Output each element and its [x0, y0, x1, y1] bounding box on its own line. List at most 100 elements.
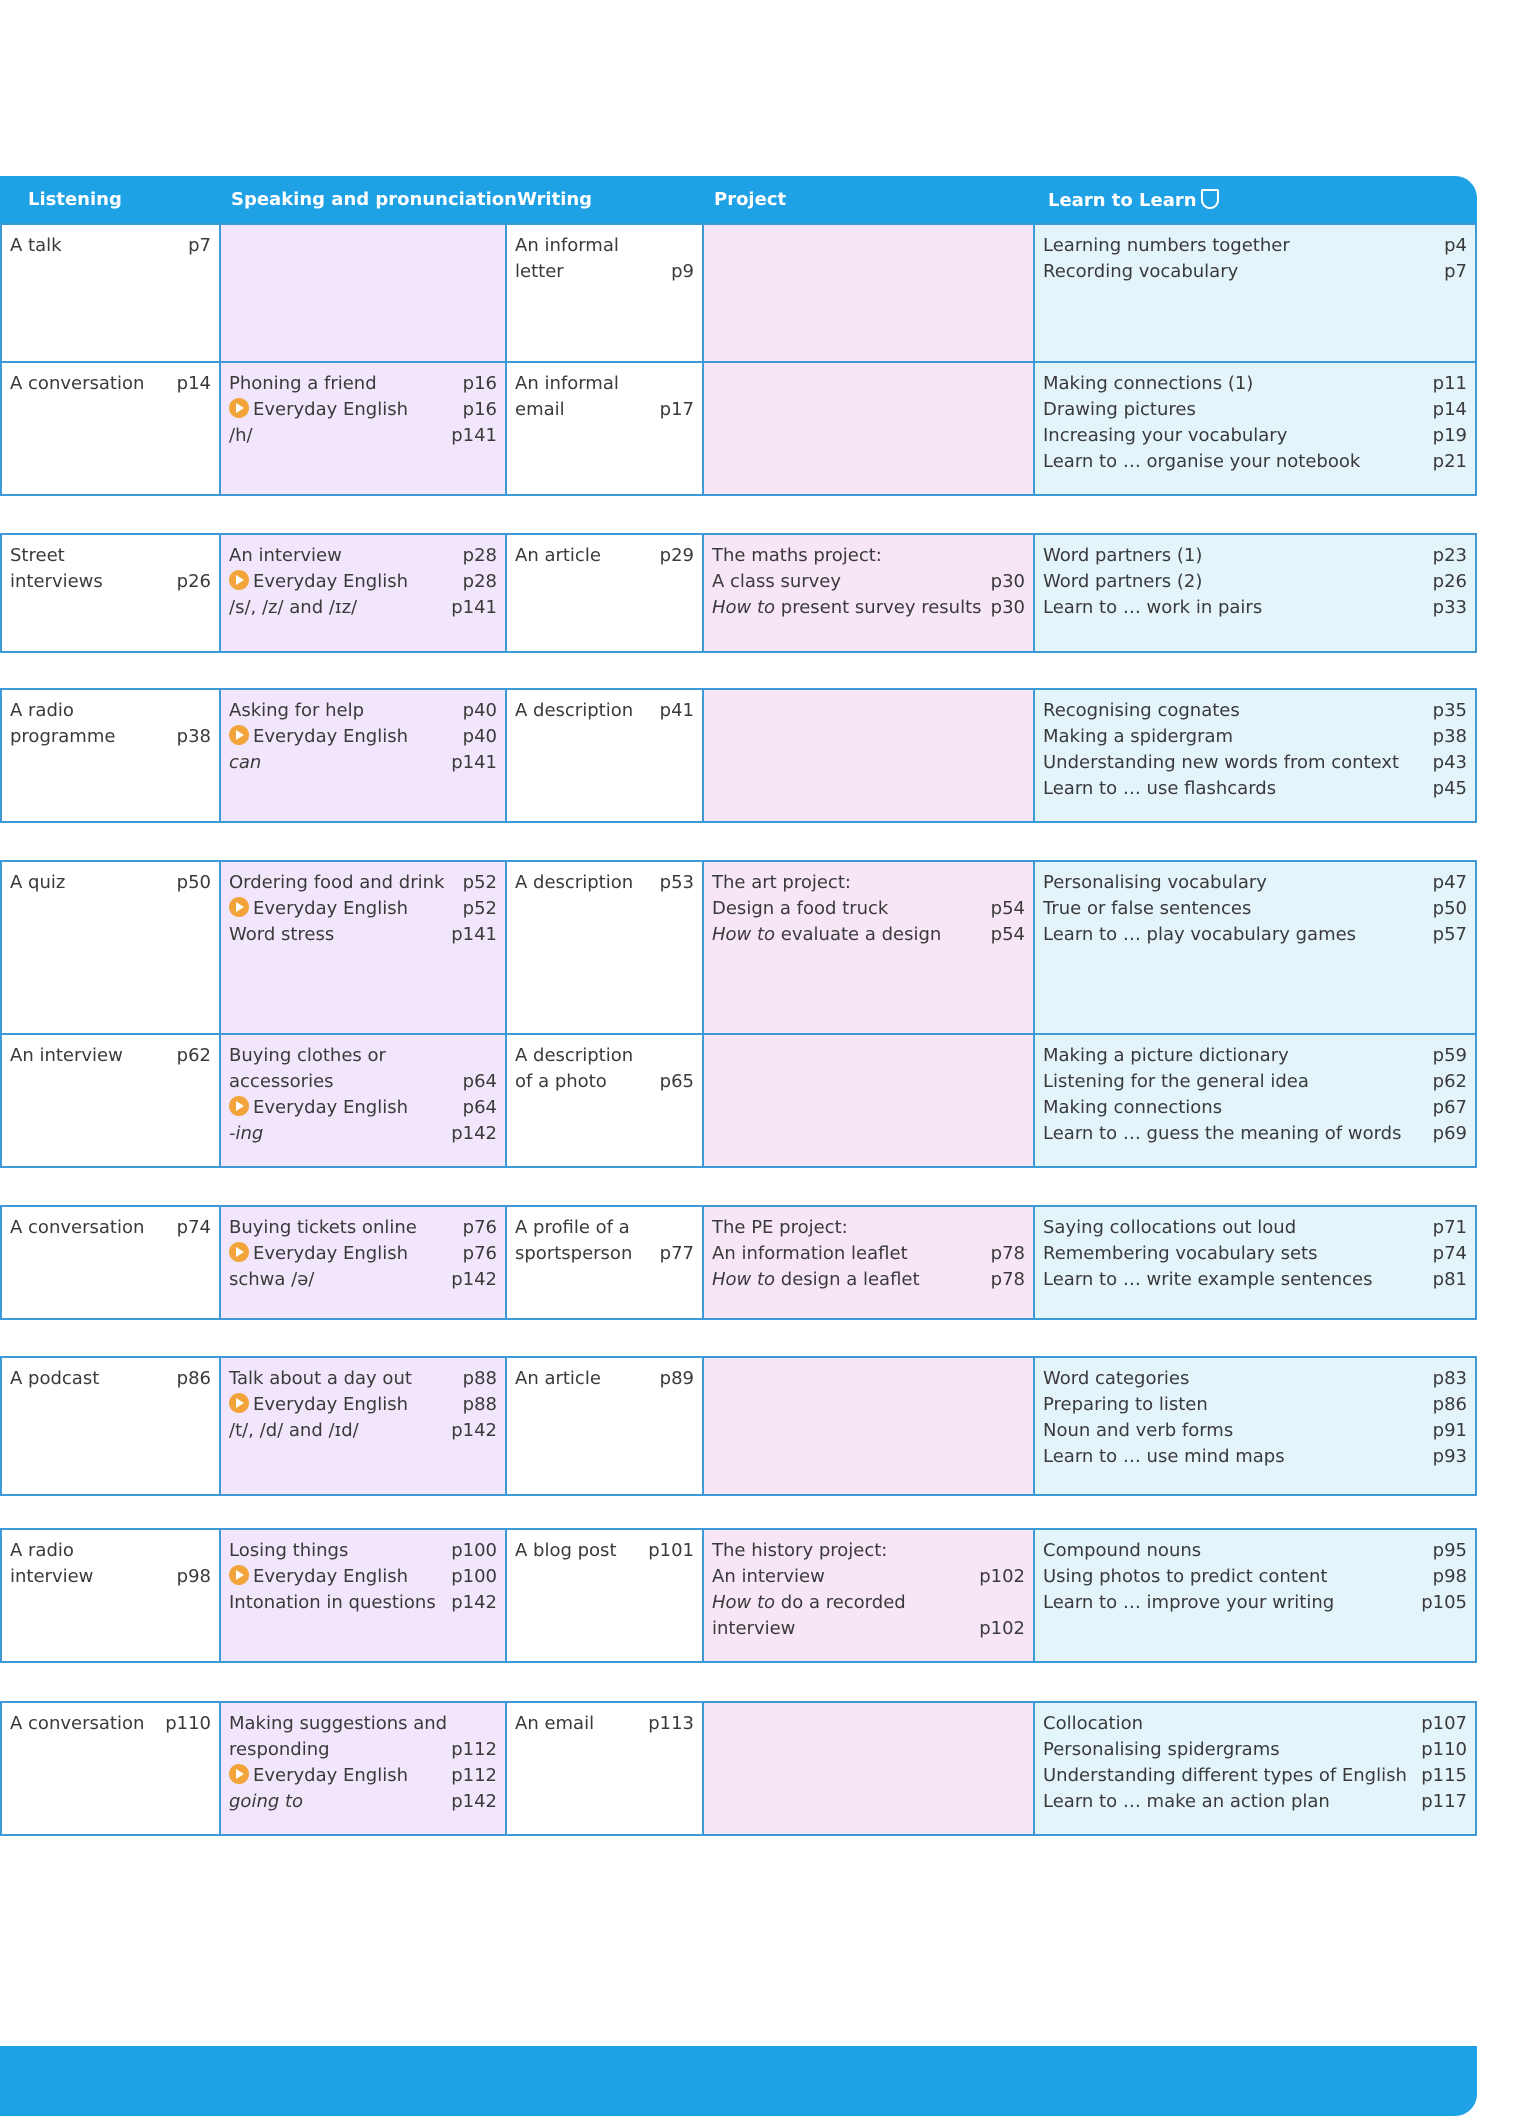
- table-row: A radio interview p98 Losing things p100 Ever…: [0, 1528, 1477, 1663]
- entry-line: Understanding different types of English…: [1043, 1763, 1467, 1789]
- listening-cell: A podcast p86: [0, 1358, 221, 1494]
- entry-line: letter p9: [515, 259, 694, 285]
- entry-line: -ing p142: [229, 1121, 497, 1147]
- entry-line: /s/, /z/ and /ɪz/p141: [229, 595, 497, 621]
- learn-cell: Personalising vocabulary p47 True or false…: [1035, 862, 1477, 1033]
- entry-line: Making a spidergram p38: [1043, 724, 1467, 750]
- project-cell: The history project: An interview p102 How …: [704, 1530, 1035, 1661]
- header-listening: Listening: [28, 189, 122, 210]
- entry-line: Buying clothes or: [229, 1043, 497, 1069]
- video-play-icon: [229, 1565, 249, 1585]
- page-ref: p81: [1432, 1269, 1467, 1290]
- page-ref: p65: [659, 1071, 694, 1092]
- entry-line: interview p102: [712, 1616, 1025, 1642]
- entry-text: The maths project:: [712, 545, 882, 566]
- entry-line: Everyday English p76: [229, 1241, 497, 1267]
- entry-line: Word stress p141: [229, 922, 497, 948]
- entry-text: A podcast: [10, 1368, 100, 1389]
- entry-text: Learn to … use mind maps: [1043, 1446, 1285, 1467]
- page-ref: p23: [1432, 545, 1467, 566]
- entry-line: Increasing your vocabulary p19: [1043, 423, 1467, 449]
- entry-text: Word categories: [1043, 1368, 1190, 1389]
- page-ref: p40: [462, 700, 497, 721]
- entry-text: Understanding different types of English: [1043, 1765, 1407, 1786]
- project-cell: [704, 690, 1035, 821]
- entry-line: Phoning a friend p16: [229, 371, 497, 397]
- entry-text: Everyday English: [253, 1097, 408, 1118]
- header-speaking: Speaking and pronunciation: [231, 189, 517, 210]
- entry-line: Learn to … use flashcards p45: [1043, 776, 1467, 802]
- entry-line: How to evaluate a design p54: [712, 922, 1025, 948]
- entry-text: Learn to … guess the meaning of words: [1043, 1123, 1402, 1144]
- page-ref: p62: [176, 1045, 211, 1066]
- writing-cell: An informal email p17: [507, 363, 704, 494]
- entry-line: A description p41: [515, 698, 694, 724]
- entry-line: Learn to … improve your writing p105: [1043, 1590, 1467, 1616]
- entry-text: Learn to … work in pairs: [1043, 597, 1263, 618]
- page-ref: p64: [462, 1097, 497, 1118]
- video-play-icon: [229, 1242, 249, 1262]
- entry-text: Asking for help: [229, 700, 365, 721]
- entry-line: A podcast p86: [10, 1366, 211, 1392]
- entry-line: Compound nouns p95: [1043, 1538, 1467, 1564]
- listening-cell: A conversation p110: [0, 1703, 221, 1834]
- entry-line: A radio: [10, 1538, 211, 1564]
- entry-text: Personalising vocabulary: [1043, 872, 1267, 893]
- entry-line: The maths project:: [712, 543, 1025, 569]
- entry-text: schwa /ə/: [229, 1269, 315, 1290]
- video-play-icon: [229, 1764, 249, 1784]
- entry-line: A description p53: [515, 870, 694, 896]
- entry-text: Everyday English: [253, 1243, 408, 1264]
- entry-text: Recognising cognates: [1043, 700, 1240, 721]
- entry-text: Design a food truck: [712, 898, 889, 919]
- contents-table-frame: Listening Speaking and pronunciation Wri…: [0, 176, 1477, 2116]
- entry-text: Remembering vocabulary sets: [1043, 1243, 1318, 1264]
- page-ref: p141: [451, 597, 497, 618]
- project-cell: [704, 1358, 1035, 1494]
- entry-line: interview p98: [10, 1564, 211, 1590]
- entry-line: Making a picture dictionary p59: [1043, 1043, 1467, 1069]
- entry-line: sportsperson p77: [515, 1241, 694, 1267]
- page-ref: p29: [659, 545, 694, 566]
- entry-line: A talk p7: [10, 233, 211, 259]
- entry-text: Noun and verb forms: [1043, 1420, 1234, 1441]
- writing-cell: A description p53: [507, 862, 704, 1033]
- entry-line: Collocation p107: [1043, 1711, 1467, 1737]
- entry-text: Understanding new words from context: [1043, 752, 1400, 773]
- entry-line: Personalising vocabulary p47: [1043, 870, 1467, 896]
- table-row: An interview p62 Buying clothes or accessor…: [0, 1033, 1477, 1168]
- page-ref: p11: [1432, 373, 1467, 394]
- page-ref: p62: [1432, 1071, 1467, 1092]
- page-ref: p113: [648, 1713, 694, 1734]
- entry-line: email p17: [515, 397, 694, 423]
- speaking-cell: Making suggestions and responding p112 Ever…: [221, 1703, 507, 1834]
- speaking-cell: An interview p28 Everyday English p28/s/, /…: [221, 535, 507, 651]
- entry-text: A class survey: [712, 571, 842, 592]
- entry-text: Making a picture dictionary: [1043, 1045, 1289, 1066]
- page-ref: p86: [1432, 1394, 1467, 1415]
- entry-text: An email: [515, 1713, 595, 1734]
- entry-text: Making a spidergram: [1043, 726, 1234, 747]
- video-play-icon: [229, 725, 249, 745]
- entry-text: A conversation: [10, 373, 145, 394]
- page-ref: p69: [1432, 1123, 1467, 1144]
- speaking-cell: Buying clothes or accessories p64 Everyday …: [221, 1035, 507, 1166]
- entry-line: Personalising spidergrams p110: [1043, 1737, 1467, 1763]
- video-play-icon: [229, 398, 249, 418]
- entry-text: Everyday English: [253, 1566, 408, 1587]
- learn-cell: Making a picture dictionary p59 Listening …: [1035, 1035, 1477, 1166]
- page-ref: p141: [451, 752, 497, 773]
- header-project: Project: [714, 189, 787, 210]
- entry-line: How to design a leaflet p78: [712, 1267, 1025, 1293]
- entry-text: A talk: [10, 235, 62, 256]
- entry-line: Intonation in questions p142: [229, 1590, 497, 1616]
- page-ref: p142: [451, 1269, 497, 1290]
- table-row: Street interviews p26 An interview p28 Everyd…: [0, 533, 1477, 653]
- entry-line: Everyday English p64: [229, 1095, 497, 1121]
- entry-text: An article: [515, 545, 601, 566]
- page-ref: p142: [451, 1791, 497, 1812]
- entry-line: programme p38: [10, 724, 211, 750]
- entry-text: Everyday English: [253, 571, 408, 592]
- page-ref: p98: [176, 1566, 211, 1587]
- entry-line: Everyday English p52: [229, 896, 497, 922]
